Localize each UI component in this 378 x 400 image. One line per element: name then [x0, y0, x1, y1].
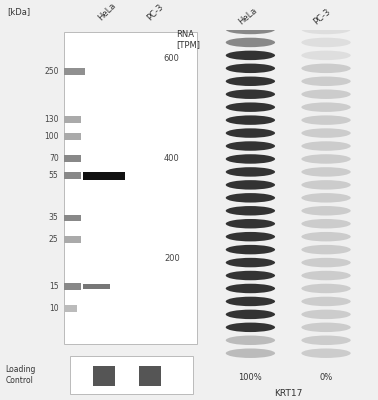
Ellipse shape [226, 38, 275, 47]
Ellipse shape [226, 154, 275, 164]
Ellipse shape [301, 284, 351, 293]
Ellipse shape [301, 141, 351, 151]
Ellipse shape [226, 115, 275, 125]
Text: HeLa: HeLa [96, 1, 117, 23]
Ellipse shape [226, 271, 275, 280]
Ellipse shape [301, 102, 351, 112]
FancyBboxPatch shape [64, 155, 81, 162]
Text: 55: 55 [49, 171, 59, 180]
Ellipse shape [301, 322, 351, 332]
Text: 250: 250 [44, 66, 59, 76]
FancyBboxPatch shape [83, 172, 125, 180]
Text: 400: 400 [164, 154, 180, 163]
Ellipse shape [226, 76, 275, 86]
Ellipse shape [301, 310, 351, 319]
Ellipse shape [226, 180, 275, 190]
Text: 600: 600 [164, 54, 180, 63]
Ellipse shape [226, 348, 275, 358]
Ellipse shape [301, 245, 351, 254]
Ellipse shape [301, 297, 351, 306]
Ellipse shape [226, 258, 275, 267]
Ellipse shape [226, 64, 275, 73]
Text: PC-3: PC-3 [312, 7, 333, 26]
Ellipse shape [301, 232, 351, 242]
Text: KRT17: KRT17 [274, 389, 302, 398]
Ellipse shape [301, 193, 351, 202]
Ellipse shape [226, 336, 275, 345]
Text: 15: 15 [49, 282, 59, 291]
Ellipse shape [226, 51, 275, 60]
Ellipse shape [301, 271, 351, 280]
Ellipse shape [301, 167, 351, 177]
Ellipse shape [226, 206, 275, 216]
FancyBboxPatch shape [64, 214, 81, 221]
FancyBboxPatch shape [93, 366, 115, 386]
Ellipse shape [301, 348, 351, 358]
Text: Loading
Control: Loading Control [6, 365, 36, 385]
Ellipse shape [226, 141, 275, 151]
Text: 100: 100 [44, 132, 59, 141]
Ellipse shape [226, 128, 275, 138]
Text: High: High [88, 358, 108, 367]
FancyBboxPatch shape [70, 356, 193, 394]
Text: 100%: 100% [239, 373, 262, 382]
Ellipse shape [226, 297, 275, 306]
Ellipse shape [301, 180, 351, 190]
Ellipse shape [226, 322, 275, 332]
Text: 25: 25 [49, 235, 59, 244]
Ellipse shape [301, 336, 351, 345]
Ellipse shape [301, 115, 351, 125]
Text: RNA
[TPM]: RNA [TPM] [177, 30, 200, 49]
Ellipse shape [301, 206, 351, 216]
FancyBboxPatch shape [64, 133, 81, 140]
Ellipse shape [226, 90, 275, 99]
Ellipse shape [301, 51, 351, 60]
Text: 35: 35 [49, 213, 59, 222]
Text: 10: 10 [49, 304, 59, 313]
Ellipse shape [226, 245, 275, 254]
Ellipse shape [226, 232, 275, 242]
Ellipse shape [226, 219, 275, 228]
Ellipse shape [226, 284, 275, 293]
Text: PC-3: PC-3 [145, 2, 165, 23]
Text: 130: 130 [44, 115, 59, 124]
Ellipse shape [301, 25, 351, 34]
Ellipse shape [301, 76, 351, 86]
FancyBboxPatch shape [64, 236, 81, 243]
FancyBboxPatch shape [64, 172, 81, 179]
Ellipse shape [301, 219, 351, 228]
Ellipse shape [301, 90, 351, 99]
Text: 200: 200 [164, 254, 180, 264]
Ellipse shape [226, 25, 275, 34]
Ellipse shape [301, 154, 351, 164]
Ellipse shape [301, 64, 351, 73]
Ellipse shape [226, 193, 275, 202]
Ellipse shape [301, 128, 351, 138]
Text: Low: Low [147, 358, 163, 367]
FancyBboxPatch shape [139, 366, 161, 386]
Text: 70: 70 [49, 154, 59, 163]
Ellipse shape [301, 258, 351, 267]
Text: 0%: 0% [319, 373, 333, 382]
FancyBboxPatch shape [83, 284, 110, 290]
Ellipse shape [301, 38, 351, 47]
Text: HeLa: HeLa [236, 6, 259, 26]
FancyBboxPatch shape [64, 305, 77, 312]
FancyBboxPatch shape [64, 116, 81, 123]
Text: [kDa]: [kDa] [8, 7, 31, 16]
FancyBboxPatch shape [64, 68, 85, 75]
Ellipse shape [226, 167, 275, 177]
FancyBboxPatch shape [64, 32, 197, 344]
FancyBboxPatch shape [64, 283, 81, 290]
Ellipse shape [226, 102, 275, 112]
Ellipse shape [226, 310, 275, 319]
